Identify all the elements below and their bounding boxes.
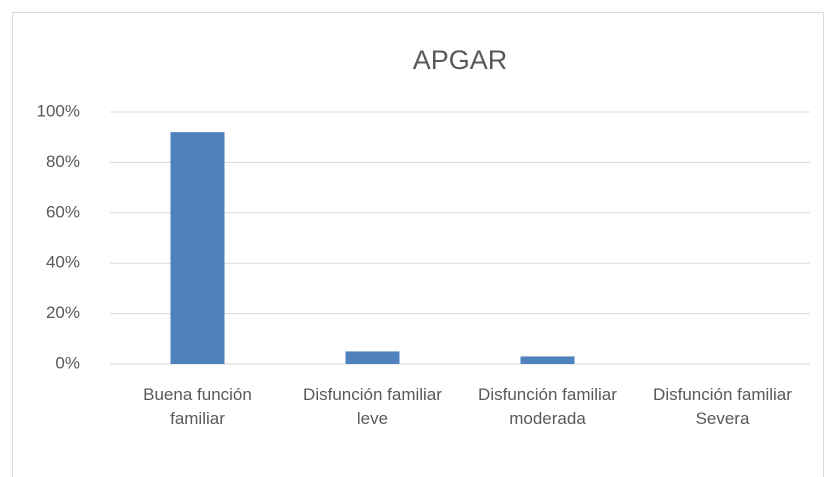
y-tick-label: 40% bbox=[46, 253, 80, 272]
bar bbox=[170, 132, 225, 364]
x-tick-label: Disfunción familiar Severa bbox=[653, 385, 792, 428]
y-tick-label: 20% bbox=[46, 303, 80, 322]
bar bbox=[520, 356, 575, 364]
y-tick-label: 60% bbox=[46, 202, 80, 221]
chart-border bbox=[12, 12, 824, 477]
y-tick-label: 100% bbox=[37, 101, 80, 120]
y-tick-label: 0% bbox=[55, 353, 80, 372]
x-tick-label: Disfunción familiar leve bbox=[303, 385, 442, 428]
y-tick-label: 80% bbox=[46, 152, 80, 171]
x-tick-label: Buena función familiar bbox=[143, 385, 252, 428]
x-tick-label: Disfunción familiar moderada bbox=[478, 385, 617, 428]
bar bbox=[345, 351, 400, 364]
chart-title: APGAR bbox=[413, 45, 508, 75]
